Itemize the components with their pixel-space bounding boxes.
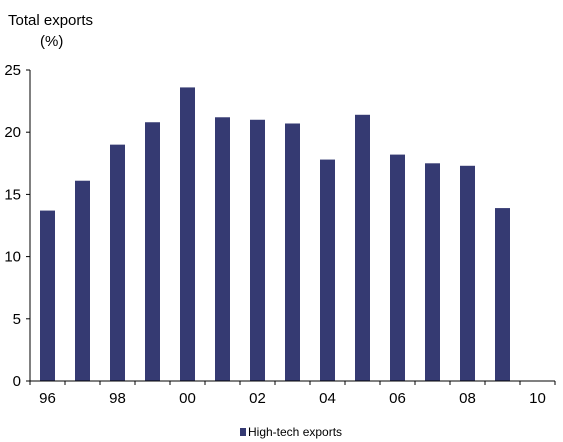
- x-tick-label: 02: [249, 390, 266, 407]
- bar-08: [460, 165, 475, 381]
- y-tick-label: 25: [4, 62, 21, 79]
- bar-99: [145, 122, 160, 382]
- bar-06: [390, 154, 405, 381]
- x-tick-label: 04: [319, 390, 336, 407]
- legend: High-tech exports: [240, 425, 342, 439]
- bar-01: [215, 117, 230, 381]
- x-tick-label: 10: [529, 390, 546, 407]
- y-tick-label: 10: [4, 249, 21, 266]
- bar-00: [180, 87, 195, 381]
- bar-04: [320, 159, 335, 381]
- bar-02: [250, 119, 265, 381]
- bar-03: [285, 123, 300, 381]
- x-tick-label: 96: [39, 390, 56, 407]
- y-tick-label: 0: [13, 373, 21, 390]
- y-axis-label-line-2: (%): [40, 33, 63, 50]
- bar-05: [355, 114, 370, 381]
- bar-97: [75, 180, 90, 381]
- x-axis-ticks: 96 98 00 02 04 06 08 10: [29, 381, 556, 407]
- legend-label: High-tech exports: [248, 425, 342, 439]
- x-tick-label: 00: [179, 390, 196, 407]
- y-tick-label: 20: [4, 124, 21, 141]
- bar-09: [495, 208, 510, 381]
- y-tick-label: 15: [4, 186, 21, 203]
- x-tick-label: 08: [459, 390, 476, 407]
- bar-07: [425, 163, 440, 381]
- bar-series: [40, 87, 510, 382]
- y-axis-label-line-1: Total exports: [8, 12, 93, 29]
- bar-98: [110, 144, 125, 381]
- y-tick-label: 5: [13, 311, 21, 328]
- bar-96: [40, 210, 55, 381]
- x-tick-label: 06: [389, 390, 406, 407]
- legend-swatch: [240, 428, 246, 436]
- y-axis-ticks: 0 5 10 15 20 25: [4, 62, 30, 390]
- x-tick-label: 98: [109, 390, 126, 407]
